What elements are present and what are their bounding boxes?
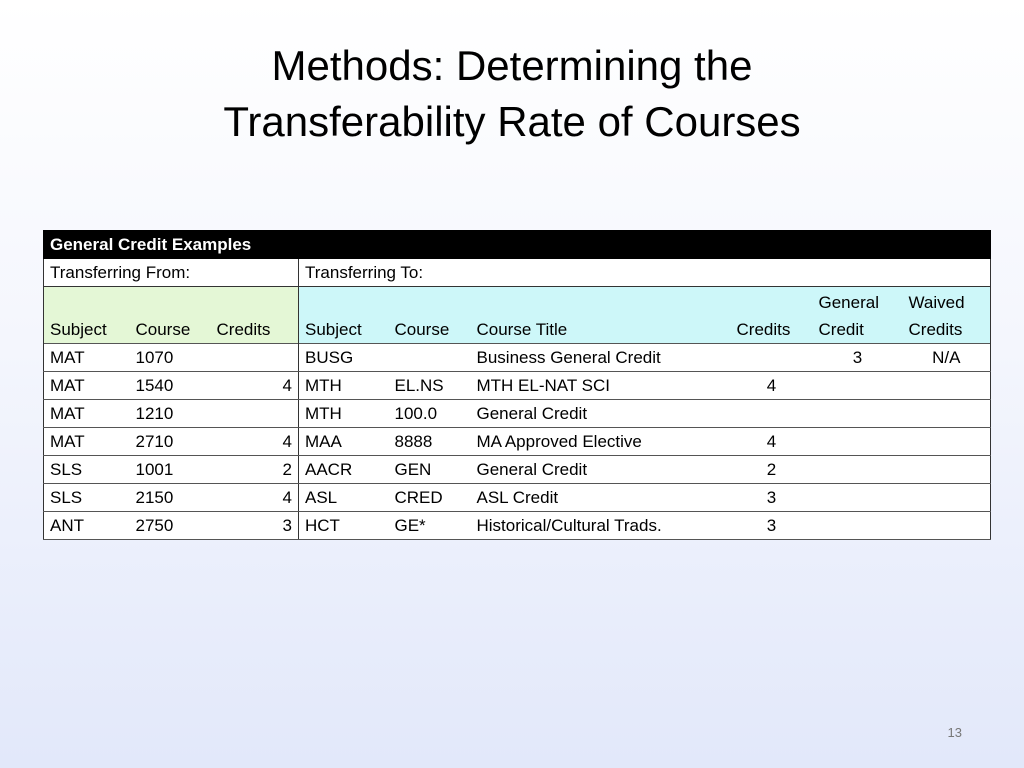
table-row: ANT 2750 3 HCT GE* Historical/Cultural Trads.…: [43, 511, 992, 540]
cell-to-title: MA Approved Elective: [470, 427, 731, 456]
table-row: MAT 2710 4 MAA 8888 MA Approved Elective 4: [43, 427, 992, 456]
cell-from-subject: SLS: [43, 455, 130, 484]
cell-waived-credits: [902, 399, 992, 428]
table-header-row: General Credit Examples: [42, 230, 992, 259]
cell-to-title: General Credit: [470, 399, 731, 428]
cell-general-credit: [812, 399, 903, 428]
cell-to-title: MTH EL-NAT SCI: [470, 371, 731, 400]
cell-to-credits: [730, 343, 813, 372]
cell-to-title: Historical/Cultural Trads.: [470, 511, 731, 540]
cell-to-course: 8888: [388, 427, 471, 456]
cell-to-course: EL.NS: [388, 371, 471, 400]
col-from-course: Course: [129, 286, 211, 344]
cell-from-course: 1001: [129, 455, 211, 484]
slide-title-line-1: Methods: Determining the: [271, 42, 753, 89]
cell-from-subject: MAT: [43, 371, 130, 400]
cell-waived-credits: [902, 511, 992, 540]
transferring-from-label: Transferring From:: [43, 258, 299, 287]
cell-to-credits: [730, 399, 813, 428]
column-header-row: Subject Course Credits Subject Course Co…: [43, 286, 992, 344]
cell-to-title: ASL Credit: [470, 483, 731, 512]
cell-to-subject: MTH: [298, 399, 389, 428]
cell-from-subject: MAT: [43, 427, 130, 456]
table-row: SLS 1001 2 AACR GEN General Credit 2: [43, 455, 992, 484]
col-waived-credits-line-2: Credits: [908, 320, 963, 339]
cell-waived-credits: [902, 455, 992, 484]
page-number: 13: [947, 725, 962, 740]
table-body: MAT 1070 BUSG Business General Credit 3 N/A MA…: [43, 343, 992, 540]
cell-to-course: 100.0: [388, 399, 471, 428]
cell-to-subject: BUSG: [298, 343, 389, 372]
cell-from-credits: 4: [210, 371, 299, 400]
cell-from-credits: [210, 343, 299, 372]
cell-from-credits: 4: [210, 427, 299, 456]
col-general-credit-line-1: General: [818, 293, 879, 312]
table-row: MAT 1070 BUSG Business General Credit 3 N/A: [43, 343, 992, 372]
cell-general-credit: [812, 483, 903, 512]
col-general-credit: General Credit: [812, 286, 903, 344]
cell-from-course: 1210: [129, 399, 211, 428]
cell-from-subject: MAT: [43, 343, 130, 372]
cell-to-course: [388, 343, 471, 372]
cell-to-subject: HCT: [298, 511, 389, 540]
col-to-subject: Subject: [298, 286, 389, 344]
col-to-credits: Credits: [730, 286, 813, 344]
cell-from-course: 2710: [129, 427, 211, 456]
cell-to-subject: MTH: [298, 371, 389, 400]
cell-to-credits: 2: [730, 455, 813, 484]
col-waived-credits-line-1: Waived: [908, 293, 965, 312]
cell-from-subject: ANT: [43, 511, 130, 540]
cell-waived-credits: [902, 371, 992, 400]
cell-general-credit: [812, 511, 903, 540]
cell-to-subject: MAA: [298, 427, 389, 456]
table-row: MAT 1210 MTH 100.0 General Credit: [43, 399, 992, 428]
cell-from-subject: MAT: [43, 399, 130, 428]
transferring-to-label: Transferring To:: [297, 258, 992, 287]
cell-general-credit: [812, 371, 903, 400]
col-waived-credits: Waived Credits: [902, 286, 992, 344]
col-to-course: Course: [388, 286, 471, 344]
cell-general-credit: [812, 455, 903, 484]
cell-to-subject: AACR: [298, 455, 389, 484]
table-row: SLS 2150 4 ASL CRED ASL Credit 3: [43, 483, 992, 512]
slide-title: Methods: Determining the Transferability…: [0, 38, 1024, 150]
cell-from-credits: 2: [210, 455, 299, 484]
cell-waived-credits: [902, 427, 992, 456]
cell-to-subject: ASL: [298, 483, 389, 512]
cell-from-course: 2150: [129, 483, 211, 512]
cell-from-course: 1540: [129, 371, 211, 400]
cell-from-credits: 3: [210, 511, 299, 540]
cell-general-credit: 3: [812, 343, 903, 372]
general-credit-table: General Credit Examples Transferring Fro…: [42, 230, 992, 540]
cell-to-title: Business General Credit: [470, 343, 731, 372]
cell-from-credits: 4: [210, 483, 299, 512]
table-header: General Credit Examples: [42, 230, 992, 259]
cell-from-course: 1070: [129, 343, 211, 372]
cell-to-title: General Credit: [470, 455, 731, 484]
col-from-credits: Credits: [210, 286, 299, 344]
cell-to-course: GEN: [388, 455, 471, 484]
cell-to-credits: 4: [730, 371, 813, 400]
slide-title-line-2: Transferability Rate of Courses: [223, 98, 801, 145]
cell-waived-credits: N/A: [902, 343, 992, 372]
cell-to-course: CRED: [388, 483, 471, 512]
cell-waived-credits: [902, 483, 992, 512]
col-general-credit-line-2: Credit: [818, 320, 864, 339]
cell-to-course: GE*: [388, 511, 471, 540]
cell-to-credits: 4: [730, 427, 813, 456]
table-row: MAT 1540 4 MTH EL.NS MTH EL-NAT SCI 4: [43, 371, 992, 400]
cell-to-credits: 3: [730, 511, 813, 540]
transfer-direction-row: Transferring From: Transferring To:: [43, 258, 992, 287]
cell-from-course: 2750: [129, 511, 211, 540]
col-to-title: Course Title: [470, 286, 731, 344]
cell-to-credits: 3: [730, 483, 813, 512]
cell-general-credit: [812, 427, 903, 456]
cell-from-subject: SLS: [43, 483, 130, 512]
col-from-subject: Subject: [43, 286, 130, 344]
cell-from-credits: [210, 399, 299, 428]
